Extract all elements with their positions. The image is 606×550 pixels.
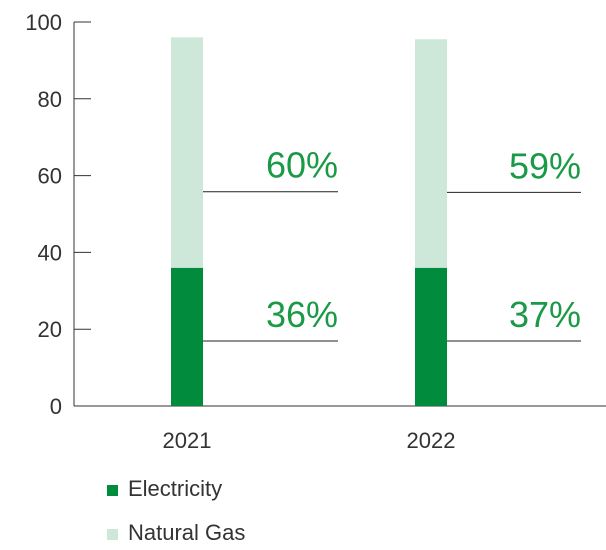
data-label: 36% [266,294,338,335]
bar-natural-gas-2022 [415,39,447,268]
legend-label: Natural Gas [128,520,245,545]
data-label: 37% [509,294,581,335]
bar-electricity-2021 [171,267,203,406]
axes: 0 20 40 60 80 100 2021 2022 [25,10,606,453]
y-tick-label: 80 [38,87,62,112]
y-tick-label: 0 [50,394,62,419]
data-label: 60% [266,145,338,186]
y-tick-label: 20 [38,317,62,342]
legend-swatch [107,529,118,540]
bars [171,37,447,406]
x-tick-label: 2021 [163,428,212,453]
y-tick-label: 60 [38,164,62,189]
legend: Electricity Natural Gas [107,476,245,545]
data-labels: 36% 60% 37% 59% [203,145,581,342]
bar-natural-gas-2021 [171,37,203,268]
legend-swatch [107,485,118,496]
y-tick-label: 40 [38,240,62,265]
x-tick-label: 2022 [407,428,456,453]
legend-label: Electricity [128,476,222,501]
y-tick-label: 100 [25,10,62,35]
data-label: 59% [509,145,581,186]
bar-electricity-2022 [415,267,447,406]
